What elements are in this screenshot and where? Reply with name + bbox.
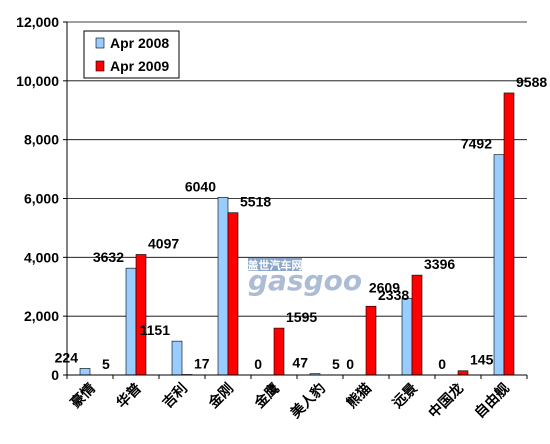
data-label-apr-2008: 0 — [254, 356, 262, 372]
data-label-apr-2008: 1151 — [140, 322, 171, 338]
y-tick-label: 12,000 — [16, 14, 59, 30]
data-label-apr-2009: 5 — [102, 356, 110, 372]
category-label: 华普 — [113, 380, 145, 412]
category-label: 中国龙 — [425, 380, 467, 422]
data-label-apr-2009: 17 — [194, 355, 210, 371]
category-label: 金鹰 — [250, 380, 283, 413]
bar-apr-2009 — [503, 92, 515, 376]
data-label-apr-2008: 7492 — [461, 136, 492, 152]
y-tick-label: 10,000 — [16, 73, 59, 89]
data-label-apr-2009: 1595 — [286, 309, 317, 325]
category-label: 豪情 — [67, 380, 99, 412]
y-tick-label: 8,000 — [24, 132, 59, 148]
bar-apr-2009 — [135, 254, 147, 376]
watermark-logo: gasgoo — [248, 264, 362, 297]
data-label-apr-2009: 3396 — [424, 256, 455, 272]
legend-swatch-apr-2009 — [95, 60, 105, 72]
category-label: 美人豹 — [287, 380, 329, 422]
category-label: 远景 — [390, 381, 421, 412]
data-label-apr-2009: 5 — [332, 356, 340, 372]
y-tick-label: 2,000 — [24, 308, 59, 324]
legend-swatch-apr-2008 — [95, 37, 105, 49]
data-label-apr-2008: 47 — [292, 355, 308, 371]
data-label-apr-2008: 224 — [55, 349, 79, 365]
bar-apr-2009 — [227, 212, 239, 376]
data-label-apr-2008: 0 — [346, 356, 354, 372]
data-label-apr-2008: 0 — [438, 356, 446, 372]
data-label-apr-2008: 3632 — [93, 249, 124, 265]
axes — [66, 22, 527, 376]
data-label-apr-2009: 145 — [470, 352, 494, 368]
bar-apr-2009 — [273, 327, 285, 376]
bar-apr-2008 — [125, 267, 137, 376]
data-label-apr-2009: 9588 — [516, 74, 547, 90]
bar-apr-2008 — [217, 197, 229, 376]
data-label-apr-2009: 2338 — [378, 287, 409, 303]
data-label-apr-2009: 5518 — [240, 194, 271, 210]
category-label: 金刚 — [204, 380, 237, 413]
y-tick-label: 0 — [51, 367, 59, 383]
gasgoo-watermark: 盖世汽车网 gasgoo — [248, 258, 362, 297]
y-tick-labels: 0 2,000 4,000 6,000 8,000 10,000 12,000 — [16, 14, 59, 383]
bar-apr-2008 — [401, 297, 413, 376]
bar-apr-2009 — [457, 370, 469, 376]
bar-apr-2008 — [171, 340, 183, 376]
category-label: 自由舰 — [471, 380, 513, 422]
bar-apr-2009 — [365, 305, 377, 376]
category-label: 熊猫 — [343, 380, 375, 412]
y-tick-label: 4,000 — [24, 249, 59, 265]
y-tick-label: 6,000 — [24, 191, 59, 207]
legend-label-apr-2009: Apr 2009 — [110, 58, 169, 74]
category-label: 吉利 — [159, 380, 191, 412]
legend-label-apr-2008: Apr 2008 — [110, 35, 169, 51]
category-labels: 豪情 华普 吉利 金刚 金鹰 美人豹 熊猫 远景 中国龙 自由舰 — [67, 380, 513, 422]
watermark-badge — [248, 258, 302, 271]
bar-apr-2009 — [411, 274, 423, 376]
legend: Apr 2008 Apr 2009 — [83, 30, 180, 79]
bar-apr-2008 — [493, 154, 505, 376]
data-label-apr-2008: 2609 — [369, 279, 400, 295]
watermark-chinese: 盖世汽车网 — [248, 258, 303, 272]
data-label-apr-2009: 4097 — [148, 235, 179, 251]
data-label-apr-2008: 6040 — [185, 178, 216, 194]
bar-apr-2008 — [79, 368, 91, 376]
